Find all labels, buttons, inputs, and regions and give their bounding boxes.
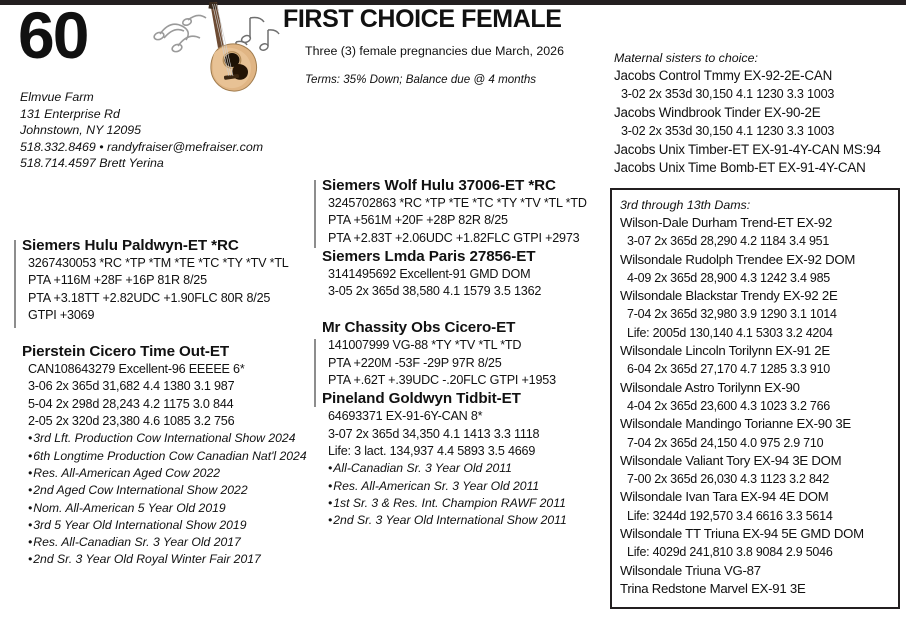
dam-name: Wilsondale Ivan Tara EX-94 4E DOM (620, 489, 829, 505)
pedigree-entry: Siemers Hulu Paldwyn-ET *RC 3267430053 *… (22, 236, 312, 324)
dam-record: 4-04 2x 365d 23,600 4.3 1023 3.2 766 (627, 398, 830, 413)
sister-name: Jacobs Unix Timber-ET EX-91-4Y-CAN MS:94 (614, 141, 881, 157)
consignor-secondary-contact: 518.714.4597 Brett Yerina (20, 156, 164, 170)
dam-name: Wilsondale Triuna VG-87 (620, 562, 761, 578)
animal-detail: 141007999 VG-88 *TY *TV *TL *TD (328, 338, 522, 353)
dam-record: Life: 3244d 192,570 3.4 6616 3.3 5614 (627, 508, 833, 523)
dam-name: Wilsondale Mandingo Torianne EX-90 3E (620, 416, 851, 432)
animal-detail: 3245702863 *RC *TP *TE *TC *TY *TV *TL *… (328, 196, 587, 210)
pedigree-entry: Siemers Lmda Paris 27856-ET 3141495692 E… (322, 247, 610, 301)
spacer (322, 300, 610, 318)
spacer (22, 324, 312, 342)
entry-bracket-rule (14, 240, 16, 328)
sister-name: Jacobs Windbrook Tinder EX-90-2E (614, 104, 821, 120)
consignor-city-state-zip: Johnstown, NY 12095 (20, 123, 142, 137)
dam-record: 6-04 2x 365d 27,170 4.7 1285 3.3 910 (627, 362, 830, 377)
left-column: Siemers Hulu Paldwyn-ET *RC 3267430053 *… (22, 236, 312, 569)
animal-detail: PTA +220M -53F -29P 97R 8/25 (328, 355, 502, 370)
pedigree-entry: Siemers Wolf Hulu 37006-ET *RC 324570286… (322, 176, 610, 247)
consignor-block: Elmvue Farm 131 Enterprise Rd Johnstown,… (20, 89, 263, 172)
sister-record: 3-02 2x 353d 30,150 4.1 1230 3.3 1003 (621, 124, 835, 139)
award-line: Nom. All-American 5 Year Old 2019 (22, 500, 312, 517)
animal-detail: PTA +.62T +.39UDC -.20FLC GTPI +1953 (328, 373, 556, 388)
dam-name: Wilsondale Rudolph Trendee EX-92 DOM (620, 251, 856, 267)
dams-label: 3rd through 13th Dams: (620, 198, 751, 212)
dam-record: 7-04 2x 365d 32,980 3.9 1290 3.1 1014 (627, 307, 837, 322)
award-line: 3rd Lft. Production Cow International Sh… (22, 430, 312, 447)
animal-detail: Life: 3 lact. 134,937 4.4 5893 3.5 4669 (328, 443, 536, 458)
acoustic-guitar-icon (152, 1, 282, 94)
pedigree-entry: Pierstein Cicero Time Out-ET CAN10864327… (22, 342, 312, 569)
dams-box: 3rd through 13th Dams: Wilson-Dale Durha… (610, 188, 900, 609)
dam-record: 3-07 2x 365d 28,290 4.2 1184 3.4 951 (627, 234, 830, 249)
animal-detail: PTA +2.83T +2.06UDC +1.82FLC GTPI +2973 (328, 230, 580, 245)
animal-name: Mr Chassity Obs Cicero-ET (322, 319, 516, 337)
award-line: Res. All-American Aged Cow 2022 (22, 465, 312, 482)
dam-record: Life: 2005d 130,140 4.1 5303 3.2 4204 (627, 325, 833, 340)
award-line: 1st Sr. 3 & Res. Int. Champion RAWF 2011 (322, 495, 610, 512)
consignor-farm: Elmvue Farm (20, 90, 94, 104)
award-line: Res. All-American Sr. 3 Year Old 2011 (322, 478, 610, 495)
dam-name: Wilsondale Blackstar Trendy EX-92 2E (620, 288, 838, 304)
award-line: 2nd Aged Cow International Show 2022 (22, 482, 312, 499)
animal-detail: 3-06 2x 365d 31,682 4.4 1380 3.1 987 (28, 379, 235, 394)
dam-name: Wilsondale TT Triuna EX-94 5E GMD DOM (620, 526, 864, 542)
animal-name: Siemers Wolf Hulu 37006-ET *RC (322, 177, 556, 194)
consignor-address: 131 Enterprise Rd (20, 106, 120, 121)
animal-name: Siemers Lmda Paris 27856-ET (322, 247, 536, 265)
dam-name: Wilsondale Valiant Tory EX-94 3E DOM (620, 452, 842, 468)
animal-detail: PTA +3.18TT +2.82UDC +1.90FLC 80R 8/25 (28, 290, 271, 305)
pedigree-entry: Mr Chassity Obs Cicero-ET 141007999 VG-8… (322, 318, 610, 389)
maternal-sisters-section: Maternal sisters to choice: Jacobs Contr… (614, 50, 900, 177)
animal-detail: 3141495692 Excellent-91 GMD DOM (328, 266, 531, 281)
dam-name: Wilson-Dale Durham Trend-ET EX-92 (620, 215, 833, 230)
animal-detail: 64693371 EX-91-6Y-CAN 8* (328, 409, 483, 424)
animal-detail: 5-04 2x 298d 28,243 4.2 1175 3.0 844 (28, 396, 234, 411)
dam-record: Life: 4029d 241,810 3.8 9084 2.9 5046 (627, 545, 833, 560)
consignor-phone-email: 518.332.8469 • randyfraiser@mefraiser.co… (20, 139, 264, 154)
dam-record: 7-04 2x 365d 24,150 4.0 975 2.9 710 (627, 435, 824, 450)
animal-detail: PTA +561M +20F +28P 82R 8/25 (328, 213, 508, 228)
middle-column: Siemers Wolf Hulu 37006-ET *RC 324570286… (322, 176, 610, 529)
animal-detail: CAN108643279 Excellent-96 EEEEE 6* (28, 362, 245, 377)
maternal-sisters-label: Maternal sisters to choice: (614, 51, 758, 65)
entry-bracket-rule (314, 339, 316, 407)
animal-detail: GTPI +3069 (28, 307, 95, 322)
animal-detail: 3-07 2x 365d 34,350 4.1 1413 3.3 1118 (328, 426, 540, 441)
dam-name: Wilsondale Astro Torilynn EX-90 (620, 379, 800, 395)
award-line: 3rd 5 Year Old International Show 2019 (22, 517, 312, 534)
dam-record: 4-09 2x 365d 28,900 4.3 1242 3.4 985 (627, 270, 830, 285)
award-line: 2nd Sr. 3 Year Old International Show 20… (322, 512, 610, 529)
lot-number: 60 (18, 0, 89, 72)
animal-detail: 3-05 2x 365d 38,580 4.1 1579 3.5 1362 (328, 284, 542, 299)
award-line: Res. All-Canadian Sr. 3 Year Old 2017 (22, 534, 312, 551)
award-line: 6th Longtime Production Cow Canadian Nat… (22, 448, 312, 465)
entry-bracket-rule (314, 180, 316, 248)
top-rule (0, 0, 906, 5)
animal-name: Siemers Hulu Paldwyn-ET *RC (22, 237, 239, 254)
dam-record: 7-00 2x 365d 26,030 4.3 1123 3.2 842 (627, 472, 830, 487)
award-line: All-Canadian Sr. 3 Year Old 2011 (322, 460, 610, 477)
dam-name: Trina Redstone Marvel EX-91 3E (620, 580, 806, 596)
dam-name: Wilsondale Lincoln Torilynn EX-91 2E (620, 343, 830, 359)
animal-name: Pierstein Cicero Time Out-ET (22, 343, 230, 361)
terms-text: Terms: 35% Down; Balance due @ 4 months (305, 72, 537, 86)
award-line: 2nd Sr. 3 Year Old Royal Winter Fair 201… (22, 551, 312, 568)
animal-detail: 3267430053 *RC *TP *TM *TE *TC *TY *TV *… (28, 256, 289, 270)
sister-name: Jacobs Control Tmmy EX-92-2E-CAN (614, 68, 833, 83)
animal-detail: 2-05 2x 320d 23,380 4.6 1085 3.2 756 (28, 414, 235, 429)
title-block: FIRST CHOICE FEMALE Three (3) female pre… (283, 5, 613, 86)
page-subtitle: Three (3) female pregnancies due March, … (305, 43, 564, 58)
page-title: FIRST CHOICE FEMALE (283, 5, 562, 33)
animal-detail: PTA +116M +28F +16P 81R 8/25 (28, 273, 207, 288)
sister-name: Jacobs Unix Time Bomb-ET EX-91-4Y-CAN (614, 160, 866, 176)
animal-name: Pineland Goldwyn Tidbit-ET (322, 390, 521, 408)
pedigree-entry: Pineland Goldwyn Tidbit-ET 64693371 EX-9… (322, 389, 610, 529)
sister-record: 3-02 2x 353d 30,150 4.1 1230 3.3 1003 (621, 87, 835, 102)
